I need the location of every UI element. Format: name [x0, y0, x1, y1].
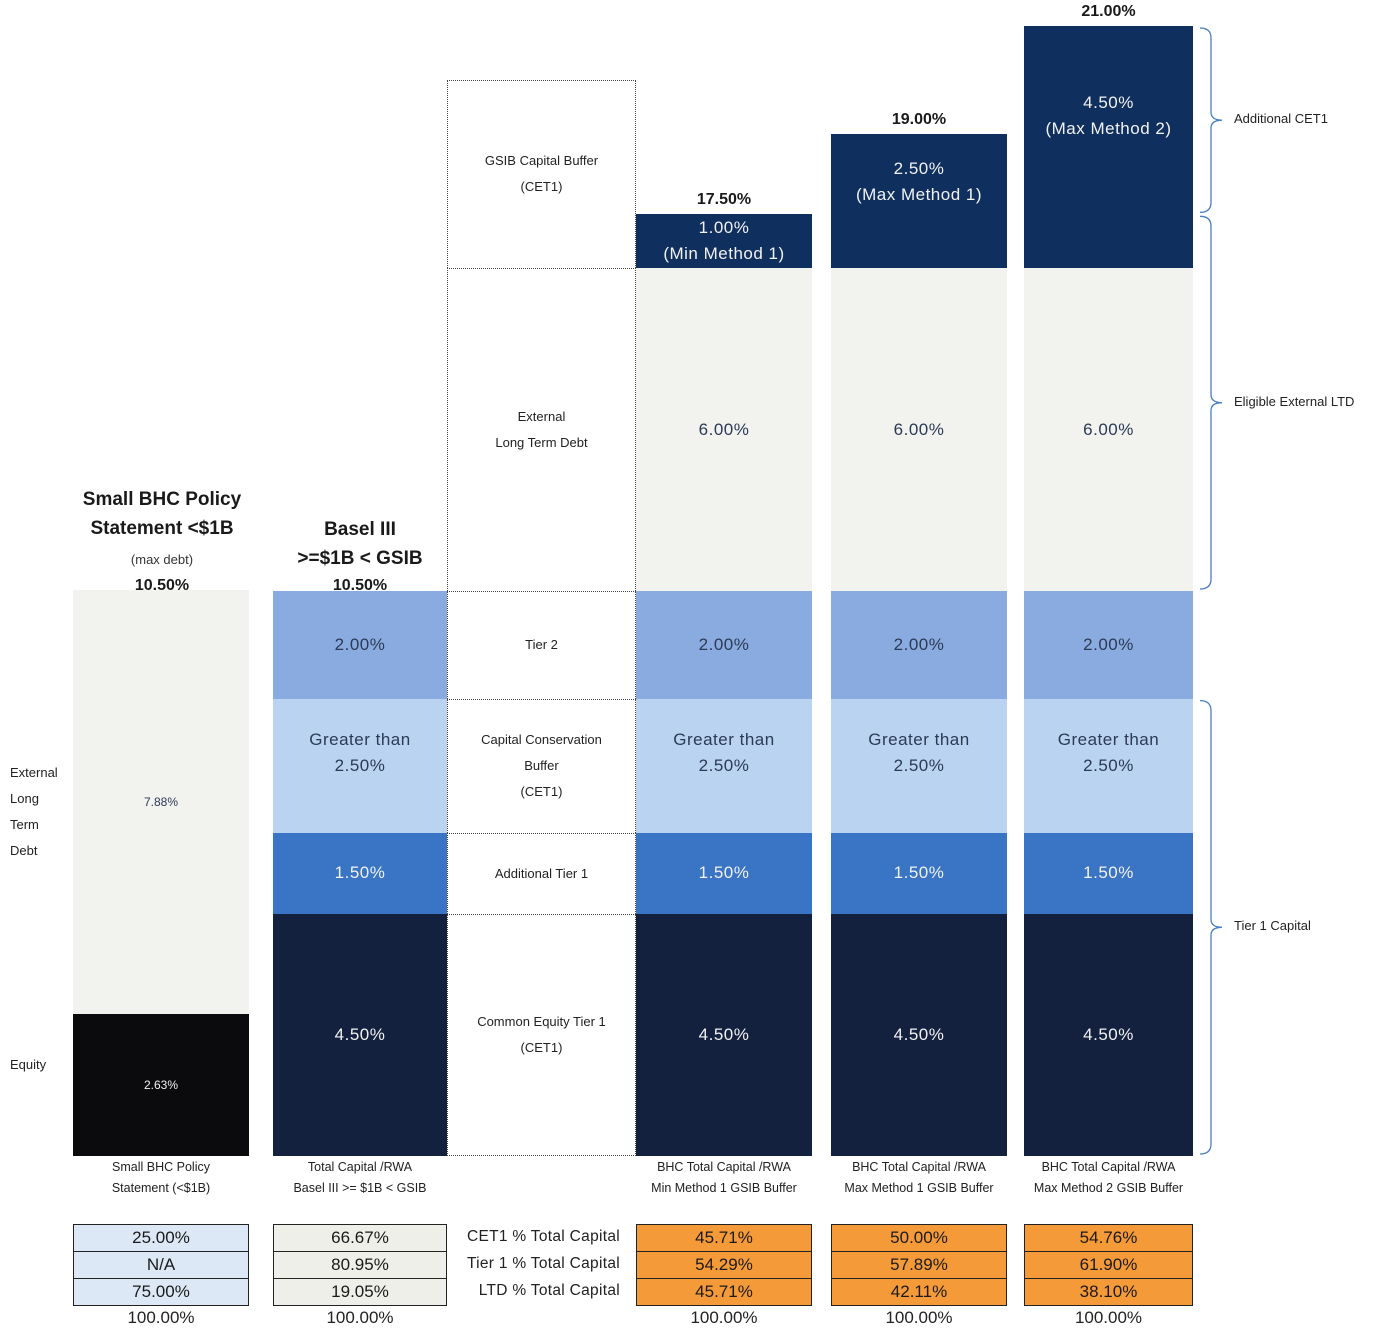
basel-t2-segment: 2.00% [273, 591, 447, 699]
min_m1-ltd-segment: 6.00% [636, 268, 812, 591]
basel-at1-segment: 1.50% [273, 833, 447, 914]
legend-t2-label: Tier 2 [447, 591, 636, 699]
table-total: 100.00% [326, 1308, 394, 1327]
legend-ltd-label: External Long Term Debt [447, 268, 636, 591]
small-bhc-equity-segment: 2.63% [73, 1014, 249, 1156]
column-0-total: 10.50% [134, 577, 190, 594]
legend-cet1-label: Common Equity Tier 1 (CET1) [447, 913, 636, 1156]
max_m2-ccb-segment: Greater than 2.50% [1024, 698, 1193, 834]
table-total: 100.00% [690, 1308, 758, 1327]
legend-gsib-label: GSIB Capital Buffer (CET1) [447, 79, 636, 269]
column-0-title: Small BHC Policy Statement <$1B [82, 489, 242, 539]
table-cell: 75.00% [73, 1278, 249, 1306]
column-2-total: 17.50% [696, 191, 752, 209]
table-cell: 54.76% [1024, 1224, 1193, 1252]
table-row-label: Tier 1 % Total Capital [466, 1255, 620, 1272]
max_m1-at1-segment: 1.50% [831, 833, 1007, 914]
brace-1 [1199, 215, 1223, 590]
column-3-total: 19.00% [891, 110, 947, 128]
brace-0 [1199, 27, 1223, 213]
table-cell: 45.71% [636, 1224, 812, 1252]
table-cell: 61.90% [1024, 1251, 1193, 1279]
table-total: 100.00% [1074, 1308, 1143, 1327]
min_m1-t2-segment: 2.00% [636, 591, 812, 699]
max_m2-gsib-segment: 4.50% (Max Method 2) [1024, 26, 1193, 269]
table-row-label: CET1 % Total Capital [466, 1228, 620, 1245]
table-total: 100.00% [127, 1308, 195, 1327]
legend-at1-label: Additional Tier 1 [447, 833, 636, 914]
column-4-total: 21.00% [1081, 3, 1136, 20]
table-cell: 25.00% [73, 1224, 249, 1252]
table-row-label: LTD % Total Capital [478, 1282, 620, 1299]
table-cell: 50.00% [831, 1224, 1007, 1252]
basel-cet1-segment: 4.50% [273, 913, 447, 1156]
max_m2-t2-segment: 2.00% [1024, 591, 1193, 699]
max_m2-ltd-segment: 6.00% [1024, 268, 1193, 591]
min_m1-gsib-segment: 1.00% (Min Method 1) [636, 214, 812, 269]
min_m1-at1-segment: 1.50% [636, 833, 812, 914]
basel-ccb-segment: Greater than 2.50% [273, 698, 447, 834]
table-total: 100.00% [885, 1308, 953, 1327]
table-cell: 80.95% [273, 1251, 447, 1279]
brace-label: Eligible External LTD [1234, 393, 1355, 409]
table-cell: 38.10% [1024, 1278, 1193, 1306]
brace-label: Tier 1 Capital [1234, 918, 1311, 934]
category-label: Small BHC Policy Statement (<$1B) [111, 1160, 211, 1195]
max_m1-ccb-segment: Greater than 2.50% [831, 698, 1007, 834]
brace-2 [1199, 699, 1223, 1155]
max_m2-cet1-segment: 4.50% [1024, 913, 1193, 1156]
table-cell: N/A [73, 1251, 249, 1279]
max_m1-gsib-segment: 2.50% (Max Method 1) [831, 133, 1007, 269]
table-cell: 54.29% [636, 1251, 812, 1279]
table-cell: 19.05% [273, 1278, 447, 1306]
column-1-total: 10.50% [332, 577, 388, 594]
max_m2-at1-segment: 1.50% [1024, 833, 1193, 914]
category-label: BHC Total Capital /RWA Max Method 2 GSIB… [1033, 1160, 1184, 1195]
category-label: BHC Total Capital /RWA Min Method 1 GSIB… [651, 1160, 797, 1195]
min_m1-cet1-segment: 4.50% [636, 913, 812, 1156]
category-label: Total Capital /RWA Basel III >= $1B < GS… [293, 1160, 427, 1195]
table-cell: 66.67% [273, 1224, 447, 1252]
max_m1-cet1-segment: 4.50% [831, 913, 1007, 1156]
category-label: BHC Total Capital /RWA Max Method 1 GSIB… [844, 1160, 994, 1195]
equity-side-label: Equity [10, 1057, 47, 1072]
ltd-side-label: External Long Term Debt [10, 765, 58, 858]
column-1-title: Basel III >=$1B < GSIB [297, 519, 423, 569]
min_m1-ccb-segment: Greater than 2.50% [636, 698, 812, 834]
table-cell: 57.89% [831, 1251, 1007, 1279]
column-0-subtitle: (max debt) [130, 552, 194, 567]
legend-ccb-label: Capital Conservation Buffer (CET1) [447, 698, 636, 834]
small-bhc-ltd-segment: 7.88% [73, 590, 249, 1015]
max_m1-ltd-segment: 6.00% [831, 268, 1007, 591]
brace-label: Additional CET1 [1234, 111, 1328, 127]
table-cell: 45.71% [636, 1278, 812, 1306]
table-cell: 42.11% [831, 1278, 1007, 1306]
max_m1-t2-segment: 2.00% [831, 591, 1007, 699]
